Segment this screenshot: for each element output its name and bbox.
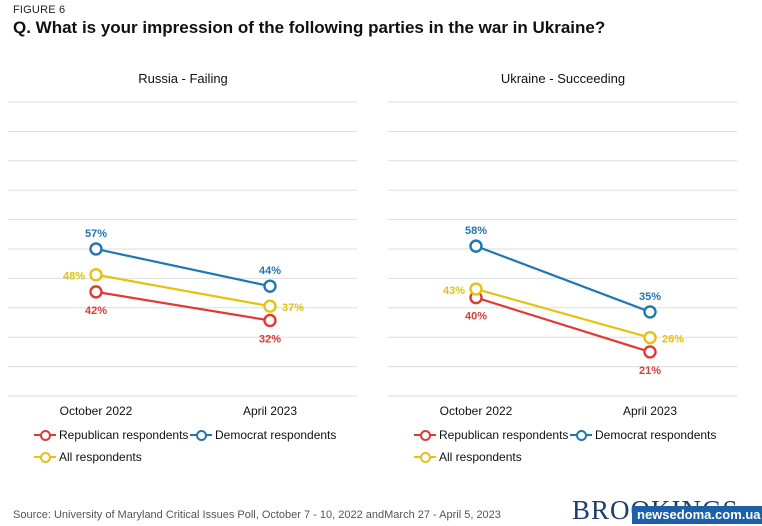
data-label-democrat: 57% bbox=[85, 228, 107, 240]
data-label-all: 48% bbox=[63, 271, 85, 283]
legend-label-all: All respondents bbox=[59, 450, 142, 464]
legend-item-republican: Republican respondents bbox=[34, 428, 188, 442]
chart-svg-russia: Russia - Failing October 2022 April 2023 42… bbox=[8, 71, 357, 418]
chart-panel-russia: Russia - Failing October 2022 April 2023 42… bbox=[0, 60, 380, 480]
legend-swatch-republican bbox=[414, 429, 436, 441]
legend-label-all: All respondents bbox=[439, 450, 522, 464]
data-point-republican bbox=[643, 345, 657, 359]
data-label-all: 37% bbox=[282, 302, 304, 314]
data-label-republican: 32% bbox=[259, 333, 281, 345]
legend-item-all: All respondents bbox=[34, 450, 142, 464]
series-line-republican bbox=[95, 290, 271, 322]
data-point-all bbox=[469, 282, 483, 296]
data-label-democrat: 35% bbox=[639, 291, 661, 303]
x-tick-label: April 2023 bbox=[243, 404, 297, 418]
series-line-democrat bbox=[95, 247, 271, 288]
data-label-republican: 40% bbox=[465, 311, 487, 323]
source-note: Source: University of Maryland Critical … bbox=[13, 509, 501, 521]
data-point-democrat bbox=[89, 242, 103, 256]
data-point-all bbox=[263, 299, 277, 313]
legend-swatch-republican bbox=[34, 429, 56, 441]
chart-svg-ukraine: Ukraine - Succeeding October 2022 April 20… bbox=[388, 71, 737, 418]
series-line-all bbox=[475, 287, 651, 339]
legend-item-democrat: Democrat respondents bbox=[190, 428, 336, 442]
data-label-democrat: 58% bbox=[465, 225, 487, 237]
data-label-republican: 21% bbox=[639, 365, 661, 377]
legend-item-republican: Republican respondents bbox=[414, 428, 568, 442]
figure-label: FIGURE 6 bbox=[13, 4, 66, 16]
legend-swatch-democrat bbox=[190, 429, 212, 441]
data-point-democrat bbox=[469, 239, 483, 253]
data-point-democrat bbox=[263, 279, 277, 293]
data-point-all bbox=[643, 330, 657, 345]
legend-item-all: All respondents bbox=[414, 450, 522, 464]
x-tick-label: October 2022 bbox=[60, 404, 133, 418]
legend-swatch-all bbox=[34, 451, 56, 463]
chart-title-russia: Russia - Failing bbox=[138, 71, 228, 86]
legend-swatch-democrat bbox=[570, 429, 592, 441]
data-point-all bbox=[89, 268, 103, 282]
data-point-democrat bbox=[643, 305, 657, 319]
legend-swatch-all bbox=[414, 451, 436, 463]
data-label-all: 43% bbox=[443, 285, 465, 297]
series-line-all bbox=[95, 273, 271, 308]
page-title: Q. What is your impression of the follow… bbox=[13, 18, 606, 37]
data-point-republican bbox=[89, 285, 103, 299]
series-line-republican bbox=[475, 296, 651, 353]
series-line-democrat bbox=[475, 245, 651, 313]
x-tick-label: April 2023 bbox=[623, 404, 677, 418]
chart-title-ukraine: Ukraine - Succeeding bbox=[501, 71, 625, 86]
data-label-democrat: 44% bbox=[259, 265, 281, 277]
x-tick-label: October 2022 bbox=[440, 404, 513, 418]
source-text: University of Maryland Critical Issues P… bbox=[53, 509, 501, 521]
watermark: newsedoma.com.ua bbox=[632, 506, 762, 524]
data-label-republican: 42% bbox=[85, 305, 107, 317]
data-label-all: 26% bbox=[662, 334, 684, 346]
chart-panel-ukraine: Ukraine - Succeeding October 2022 April 20… bbox=[380, 60, 760, 480]
legend-item-democrat: Democrat respondents bbox=[570, 428, 716, 442]
legend-label-republican: Republican respondents bbox=[59, 428, 189, 442]
data-point-republican bbox=[263, 313, 277, 328]
legend-label-democrat: Democrat respondents bbox=[215, 428, 337, 442]
source-label: Source: bbox=[13, 509, 51, 521]
legend-label-democrat: Democrat respondents bbox=[595, 428, 717, 442]
legend-label-republican: Republican respondents bbox=[439, 428, 569, 442]
